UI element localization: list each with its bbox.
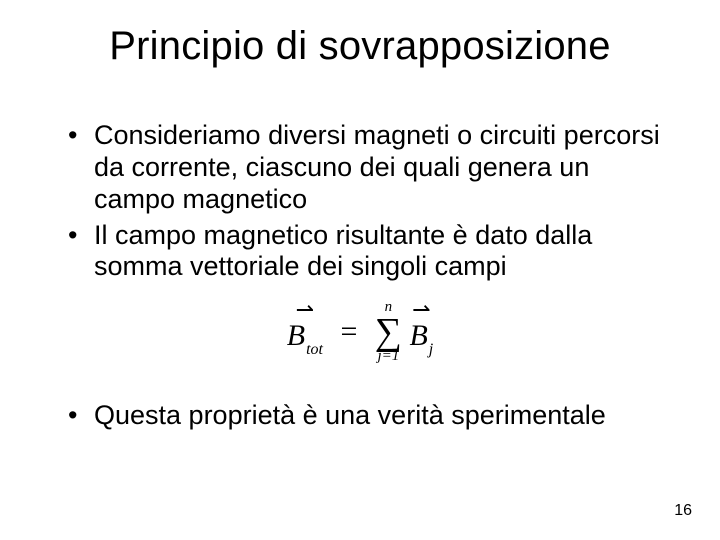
bullet-item: Consideriamo diversi magneti o circuiti … <box>62 120 660 216</box>
slide: Principio di sovrapposizione Consideriam… <box>0 0 720 540</box>
equals-sign: = <box>330 315 367 348</box>
slide-body: Consideriamo diversi magneti o circuiti … <box>62 120 660 287</box>
page-number: 16 <box>674 502 692 520</box>
slide-title: Principio di sovrapposizione <box>0 24 720 69</box>
vector-b-tot: ⇀ Btot <box>287 307 323 357</box>
vector-b-j: ⇀ Bj <box>409 307 433 357</box>
sigma-icon: ∑ <box>375 313 402 351</box>
bullet-item: Il campo magnetico risultante è dato dal… <box>62 220 660 284</box>
vector-arrow-icon: ⇀ <box>296 299 314 321</box>
formula-container: ⇀ Btot = n ∑ j=1 ⇀ Bj <box>0 300 720 364</box>
symbol-b: B <box>409 319 427 352</box>
symbol-b: B <box>287 319 305 352</box>
slide-body-continued: Questa proprietà è una verità sperimenta… <box>62 400 660 436</box>
subscript-j: j <box>428 341 433 358</box>
bullet-list: Consideriamo diversi magneti o circuiti … <box>62 120 660 283</box>
vector-arrow-icon: ⇀ <box>412 299 430 321</box>
subscript-tot: tot <box>305 341 323 358</box>
bullet-item: Questa proprietà è una verità sperimenta… <box>62 400 660 432</box>
summation-block: n ∑ j=1 <box>375 300 402 364</box>
sum-lower-limit: j=1 <box>375 349 402 364</box>
bullet-list: Questa proprietà è una verità sperimenta… <box>62 400 660 432</box>
superposition-formula: ⇀ Btot = n ∑ j=1 ⇀ Bj <box>287 300 434 364</box>
